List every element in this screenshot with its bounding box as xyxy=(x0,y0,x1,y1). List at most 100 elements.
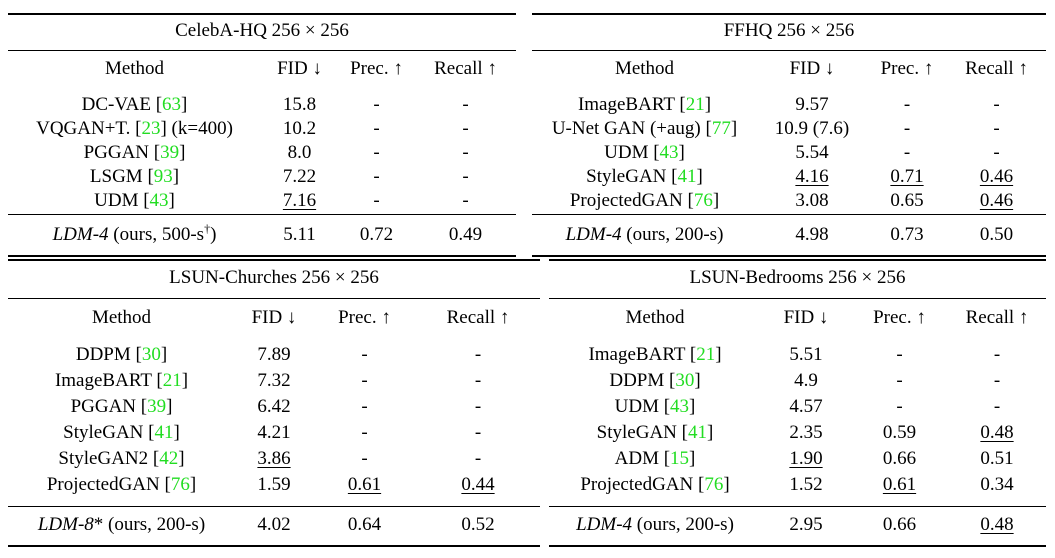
table-title: LSUN-Bedrooms 256 × 256 xyxy=(689,267,906,288)
citation-link[interactable]: 39 xyxy=(147,396,167,417)
method-cell: PGGAN [39] xyxy=(70,396,173,417)
citation-link[interactable]: 21 xyxy=(696,344,716,365)
method-cell: DDPM [30] xyxy=(609,370,701,391)
method-cell: LSGM [93] xyxy=(89,166,180,187)
header-row: Method FID ↓ Prec. ↑ Recall ↑ xyxy=(8,54,516,84)
citation-link[interactable]: 21 xyxy=(685,94,705,115)
table-row: ADM [15] 1.90 0.66 0.51 xyxy=(549,446,1046,472)
ours-rule xyxy=(549,506,1046,507)
method-cell: ProjectedGAN [76] xyxy=(569,190,720,211)
prec-cell: 0.61 xyxy=(347,474,382,495)
mid-rule xyxy=(8,298,540,299)
citation-link[interactable]: 77 xyxy=(711,118,731,139)
method-cell: ImageBART [21] xyxy=(577,94,712,115)
recall-cell: - xyxy=(993,396,1001,417)
header-row: Method FID ↓ Prec. ↑ Recall ↑ xyxy=(532,54,1046,84)
prec-cell: - xyxy=(361,448,368,469)
citation-link[interactable]: 41 xyxy=(687,422,707,443)
method-cell: VQGAN+T. [23] (k=400) xyxy=(36,118,233,139)
recall-cell: 0.48 xyxy=(980,422,1014,443)
citation-link[interactable]: 41 xyxy=(154,422,174,443)
table-row: DDPM [30] 4.9 - - xyxy=(549,368,1046,394)
table-row: StyleGAN [41] 4.16 0.71 0.46 xyxy=(532,165,1046,189)
prec-cell: 0.61 xyxy=(882,474,917,495)
recall-cell: 0.44 xyxy=(461,474,495,495)
citation-link[interactable]: 43 xyxy=(659,142,679,163)
results-table-churches: Method FID ↓ Prec. ↑ Recall ↑ DDPM [30] … xyxy=(8,303,540,498)
results-table-celeba: Method FID ↓ Prec. ↑ Recall ↑ DC-VAE [63… xyxy=(8,54,516,213)
method-cell: LDM-4 (ours, 200-s) xyxy=(565,224,724,245)
citation-link[interactable]: 39 xyxy=(160,142,180,163)
results-table-ffhq: Method FID ↓ Prec. ↑ Recall ↑ ImageBART … xyxy=(532,54,1046,213)
recall-cell: - xyxy=(462,118,469,139)
method-cell: DC-VAE [63] xyxy=(81,94,188,115)
citation-link[interactable]: 23 xyxy=(141,118,161,139)
method-cell: StyleGAN [41] xyxy=(586,166,703,187)
citation-link[interactable]: 41 xyxy=(677,166,697,187)
recall-cell: - xyxy=(993,370,1001,391)
recall-cell: - xyxy=(462,94,469,115)
table-row: StyleGAN2 [42] 3.86 - - xyxy=(8,446,540,472)
prec-cell: - xyxy=(896,370,903,391)
table-row: ImageBART [21] 9.57 - - xyxy=(532,93,1046,117)
recall-cell: - xyxy=(474,370,482,391)
citation-link[interactable]: 43 xyxy=(149,190,169,211)
citation-link[interactable]: 76 xyxy=(170,474,190,495)
fid-cell: 5.54 xyxy=(795,142,829,163)
fid-cell: 7.89 xyxy=(257,344,291,365)
method-cell: LDM-4 (ours, 200-s) xyxy=(576,514,734,535)
citation-link[interactable]: 63 xyxy=(162,94,182,115)
recall-cell: - xyxy=(474,448,482,469)
ours-row: LDM-8* (ours, 200-s) 4.02 0.64 0.52 xyxy=(8,512,540,538)
top-rule xyxy=(8,259,540,261)
table-row: ProjectedGAN [76] 1.59 0.61 0.44 xyxy=(8,472,540,498)
ours-row-table: LDM-8* (ours, 200-s) 4.02 0.64 0.52 xyxy=(8,512,540,538)
method-cell: ImageBART [21] xyxy=(588,344,722,365)
citation-link[interactable]: 76 xyxy=(693,190,713,211)
method-cell: StyleGAN [41] xyxy=(63,422,180,443)
table-row: U-Net GAN (+aug) [77] 10.9 (7.6) - - xyxy=(532,117,1046,141)
prec-cell: 0.66 xyxy=(882,514,917,535)
citation-link[interactable]: 43 xyxy=(670,396,690,417)
method-cell: ImageBART [21] xyxy=(54,370,189,391)
citation-link[interactable]: 76 xyxy=(704,474,724,495)
recall-cell: - xyxy=(462,142,469,163)
citation-link[interactable]: 15 xyxy=(670,448,690,469)
citation-link[interactable]: 21 xyxy=(162,370,182,391)
header-recall: Recall ↑ xyxy=(434,58,497,79)
mid-rule xyxy=(549,298,1046,299)
table-row: PGGAN [39] 6.42 - - xyxy=(8,394,540,420)
fid-cell: 1.59 xyxy=(257,474,291,495)
prec-cell: 0.66 xyxy=(882,448,917,469)
fid-cell: 9.57 xyxy=(795,94,829,115)
mid-rule xyxy=(532,50,1046,51)
table-row: ProjectedGAN [76] 3.08 0.65 0.46 xyxy=(532,189,1046,213)
citation-link[interactable]: 42 xyxy=(159,448,179,469)
mid-rule xyxy=(8,50,516,51)
ours-row-table: LDM-4 (ours, 500-s†) 5.11 0.72 0.49 xyxy=(8,222,516,248)
prec-cell: - xyxy=(361,422,368,443)
top-rule xyxy=(532,13,1046,15)
fid-cell: 1.90 xyxy=(789,448,823,469)
recall-cell: 0.46 xyxy=(979,190,1014,211)
prec-cell: 0.71 xyxy=(890,166,924,187)
citation-link[interactable]: 30 xyxy=(675,370,695,391)
citation-link[interactable]: 93 xyxy=(153,166,173,187)
fid-cell: 4.98 xyxy=(795,224,829,245)
recall-cell: - xyxy=(474,422,482,443)
prec-cell: - xyxy=(361,396,368,417)
fid-cell: 4.16 xyxy=(795,166,829,187)
fid-cell: 4.9 xyxy=(794,370,818,391)
prec-cell: 0.64 xyxy=(347,514,382,535)
fid-cell: 10.9 (7.6) xyxy=(774,118,850,139)
prec-cell: - xyxy=(896,344,903,365)
prec-cell: 0.73 xyxy=(890,224,924,245)
fid-cell: 5.51 xyxy=(789,344,823,365)
header-fid: FID ↓ xyxy=(783,307,829,328)
ours-rule xyxy=(8,214,516,215)
recall-cell: - xyxy=(993,142,1000,163)
header-precision: Prec. ↑ xyxy=(880,58,934,79)
method-cell: UDM [43] xyxy=(614,396,696,417)
recall-cell: 0.51 xyxy=(980,448,1014,469)
citation-link[interactable]: 30 xyxy=(141,344,161,365)
